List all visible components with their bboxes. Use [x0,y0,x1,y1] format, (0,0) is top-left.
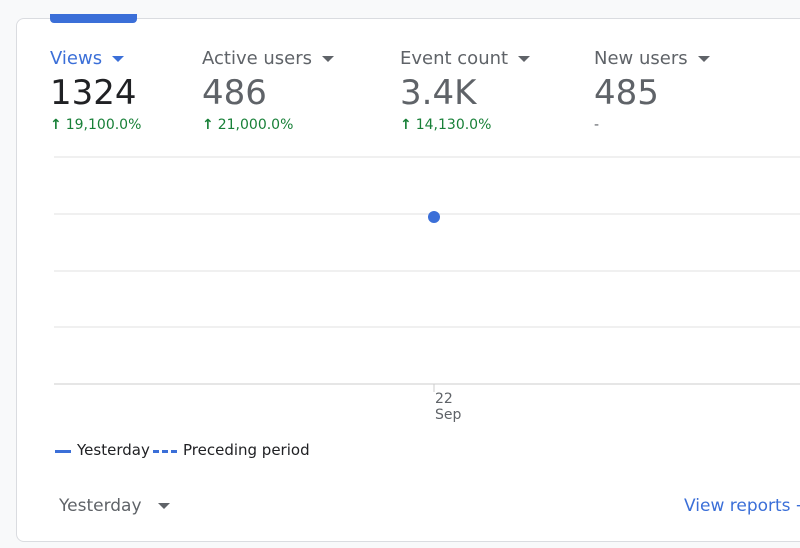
metric-label[interactable]: Active users [202,48,335,69]
metric-name[interactable]: New users [594,48,688,69]
metric-change: ↑ 21,000.0% [202,117,334,133]
x-tick-label: 22 Sep [435,391,462,423]
active-tab-indicator [50,14,137,23]
caret [322,56,335,62]
legend-label: Preceding period [183,441,310,459]
metric-name[interactable]: Views [50,48,103,69]
metric-name[interactable]: Active users [202,48,313,69]
caret [157,503,170,509]
caret [697,56,710,62]
legend-label: Yesterday [77,441,150,459]
legend-swatch [153,450,177,453]
metric-tab[interactable]: Active users 486 ↑ 21,000.0% [202,48,335,133]
metric-value: 3.4K [400,73,477,113]
metric-tab[interactable]: Event count 3.4K ↑ 14,130.0% [400,48,531,133]
metric-tab[interactable]: Views 1324 ↑ 19,100.0% [50,48,141,133]
change-value: 19,100.0% [65,117,142,133]
period-label[interactable]: Yesterday [59,496,142,516]
card [16,18,800,542]
change-value: - [594,117,600,133]
metric-tab[interactable]: New users 485 - [594,48,710,133]
up-arrow: ↑ [50,117,62,133]
period-selector[interactable]: Yesterday [59,496,170,516]
metric-value: 486 [202,73,267,113]
metric-change: - [594,117,710,133]
metric-change: ↑ 19,100.0% [50,117,141,133]
metric-name[interactable]: Event count [400,48,509,69]
metric-value: 485 [594,73,659,113]
change-value: 14,130.0% [415,117,492,133]
metric-value: 1324 [50,73,137,113]
metric-label[interactable]: New users [594,48,710,69]
caret [518,56,531,62]
metric-change: ↑ 14,130.0% [400,117,530,133]
legend-swatch [55,450,71,453]
grid [54,156,800,392]
up-arrow: ↑ [202,117,214,133]
metric-label[interactable]: Event count [400,48,531,69]
view-reports-link[interactable]: View reports → [684,496,800,516]
change-value: 21,000.0% [217,117,294,133]
caret [112,56,125,62]
up-arrow: ↑ [400,117,412,133]
link-text[interactable]: View reports [684,496,791,516]
metric-label[interactable]: Views [50,48,141,69]
data-point [428,211,440,224]
